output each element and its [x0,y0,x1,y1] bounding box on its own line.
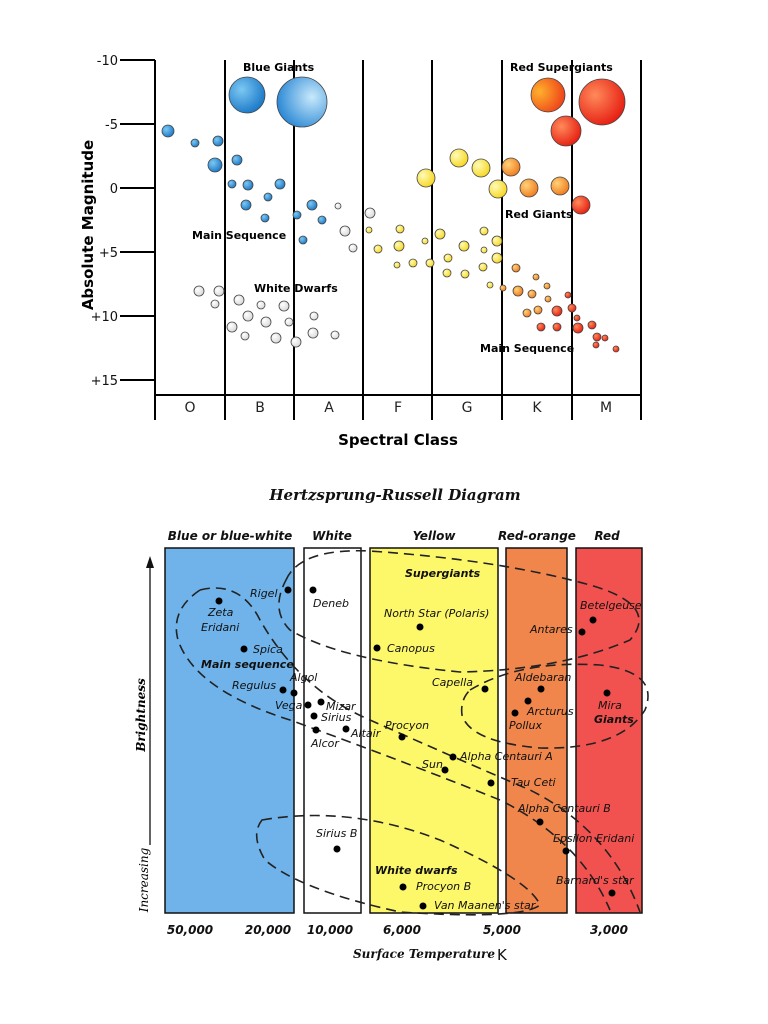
brightness-label: Brightness [134,678,148,753]
label-red-supergiants: Red Supergiants [510,61,613,74]
star-label-tau-ceti: Tau Ceti [511,776,556,789]
star-label-mizar: Mizar [326,700,357,713]
star-label-sirius: Sirius [321,711,352,724]
temp-label: 20,000 [245,923,291,937]
star-label-regulus: Regulus [232,679,276,692]
band-header-white: White [312,529,352,543]
label-blue-giants: Blue Giants [243,61,315,74]
surface-temperature-label: Surface Temperature [353,947,495,961]
spectral-class-diagram: -10 -5 0 +5 +10 +15 Absolute Magnitude O… [79,54,642,449]
star-label-sirius-b: Sirius B [316,827,357,840]
star-label-canopus: Canopus [387,642,435,655]
star-label-epsilon-eridani: Epsilon Eridani [553,832,634,845]
group-outlines [175,549,649,916]
star-label-betelgeuse: Betelgeuse [580,599,642,612]
hertzsprung-russell-diagram: Hertzsprung-Russell Diagram Blue or blue… [134,486,649,964]
brightness-axis: Brightness Increasing [134,556,154,913]
star-label-rigel: Rigel [250,587,278,600]
band-header-yellow: Yellow [413,529,457,543]
band-header-blue: Blue or blue-white [168,529,292,543]
star-label-sun: Sun [422,758,443,771]
kelvin-unit-label: K [497,946,508,964]
star-label-procyon: Procyon [385,719,429,732]
temp-label: 5,000 [483,923,521,937]
label-main-sequence-right: Main Sequence [480,342,574,355]
class-label-k: K [532,400,542,416]
star-label-van-maanens-star: Van Maanen's star [434,899,537,912]
ytick-label: +10 [91,310,118,325]
star-label-zeta: Zeta [207,606,234,619]
band-yellow [369,547,499,914]
band-header-red: Red [594,529,620,543]
star-label-antares: Antares [529,623,573,636]
band-red [575,547,643,914]
ytick-label: -5 [105,118,118,133]
star-label-deneb: Deneb [313,597,349,610]
star-label-north-star: North Star (Polaris) [384,607,489,620]
star-label-pollux: Pollux [509,719,542,732]
top-axes [120,59,642,420]
ytick-label: +15 [91,374,118,389]
temp-label: 50,000 [167,923,213,937]
star-label-capella: Capella [432,676,473,689]
band-blue [164,547,295,914]
star-dots [161,76,626,353]
star-label-spica: Spica [253,643,283,656]
ytick-label: -10 [97,54,118,69]
temp-label: 6,000 [383,923,421,937]
star-label-procyon-b: Procyon B [416,880,471,893]
star-label-arcturus: Arcturus [526,705,574,718]
star-label-mira: Mira [598,699,622,712]
class-label-b: B [255,400,265,416]
class-label-g: G [462,400,473,416]
group-label-supergiants: Supergiants [405,567,481,580]
star-label-eridani: Eridani [201,621,239,634]
group-label-giants: Giants [594,713,634,726]
ytick-label: 0 [110,182,118,197]
star-label-altair: Altair [350,727,382,740]
star-label-aldebaran: Aldebaran [514,671,571,684]
ytick-label: +5 [99,246,118,261]
temp-label: 10,000 [307,923,353,937]
label-white-dwarfs: White Dwarfs [254,282,338,295]
star-label-alpha-centauri-a: Alpha Centauri A [459,750,553,763]
star-label-barnards-star: Barnard's star [556,874,635,887]
increasing-label: Increasing [137,847,151,913]
group-label-main-sequence: Main sequence [201,658,294,671]
x-axis-label: Spectral Class [338,431,458,449]
band-header-red-orange: Red-orange [498,529,576,543]
class-label-m: M [600,400,612,416]
temp-label: 3,000 [590,923,628,937]
class-label-f: F [394,400,402,416]
class-label-a: A [324,400,334,416]
star-label-alpha-centauri-b: Alpha Centauri B [517,802,611,815]
star-label-vega: Vega [275,699,303,712]
group-label-white-dwarfs: White dwarfs [375,864,458,877]
star-points [215,586,616,910]
class-label-o: O [184,400,195,416]
y-axis-label: Absolute Magnitude [79,140,97,310]
hr-title: Hertzsprung-Russell Diagram [268,486,520,504]
star-label-algol: Algol [289,671,317,684]
band-red-orange [505,547,568,914]
label-main-sequence-left: Main Sequence [192,229,286,242]
star-label-alcor: Alcor [310,737,340,750]
label-red-giants: Red Giants [505,208,573,221]
temperature-bands [164,547,643,914]
